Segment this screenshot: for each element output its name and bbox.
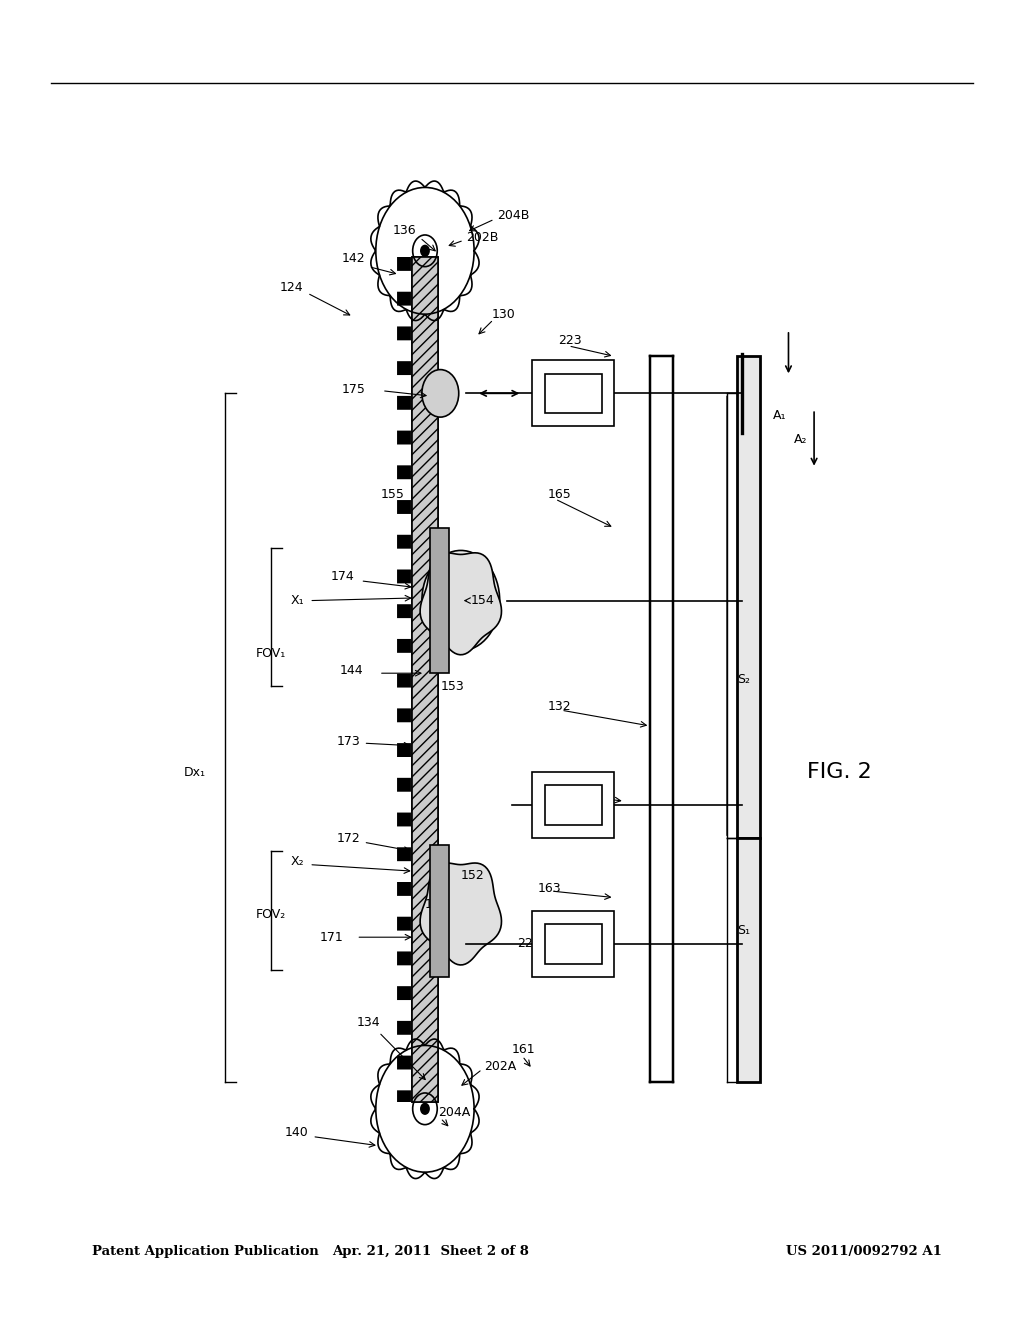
Bar (545, 374, 602, 413)
Text: A₁: A₁ (773, 409, 786, 422)
Text: 140: 140 (285, 1126, 309, 1139)
Circle shape (422, 370, 459, 417)
Polygon shape (420, 553, 502, 655)
Text: S₂: S₂ (737, 673, 751, 686)
Text: 202A: 202A (484, 1060, 516, 1073)
Text: Dx₁: Dx₁ (183, 766, 206, 779)
Text: 172: 172 (336, 832, 360, 845)
Text: 221: 221 (517, 937, 541, 950)
Text: 223: 223 (558, 334, 582, 347)
Circle shape (421, 1104, 429, 1114)
Text: Patent Application Publication: Patent Application Publication (92, 1245, 318, 1258)
Text: S₁: S₁ (737, 924, 751, 937)
Bar (412, 257, 438, 1102)
Bar (532, 911, 614, 977)
Polygon shape (420, 863, 502, 965)
Bar (532, 772, 614, 838)
Text: 154: 154 (471, 594, 495, 607)
Circle shape (422, 550, 500, 651)
Text: 161: 161 (512, 1043, 536, 1056)
Text: 130: 130 (492, 308, 515, 321)
Text: 136: 136 (392, 224, 417, 238)
Circle shape (421, 246, 429, 256)
Text: 204A: 204A (438, 1106, 470, 1119)
Text: 165: 165 (548, 488, 571, 502)
Text: 171: 171 (319, 931, 343, 944)
Text: FIG. 2: FIG. 2 (807, 762, 872, 783)
Bar (545, 785, 602, 825)
Bar (737, 838, 760, 1082)
Text: 173: 173 (336, 735, 360, 748)
Text: 204B: 204B (497, 209, 529, 222)
Text: 142: 142 (341, 252, 366, 265)
Text: 132: 132 (548, 700, 571, 713)
Text: 174: 174 (331, 570, 355, 583)
Text: 163: 163 (538, 882, 561, 895)
Text: 155: 155 (381, 488, 404, 502)
Text: FOV₁: FOV₁ (256, 647, 287, 660)
Text: A₂: A₂ (794, 433, 807, 446)
Bar (545, 924, 602, 964)
Text: 152: 152 (461, 869, 484, 882)
Text: 151: 151 (425, 898, 449, 911)
Bar (430, 845, 449, 977)
Bar (430, 528, 449, 673)
Text: 144: 144 (340, 664, 364, 677)
Text: 222: 222 (532, 783, 556, 796)
Text: 175: 175 (342, 383, 366, 396)
Text: FOV₂: FOV₂ (256, 908, 287, 921)
Bar (532, 360, 614, 426)
Text: US 2011/0092792 A1: US 2011/0092792 A1 (786, 1245, 942, 1258)
Text: X₂: X₂ (290, 855, 304, 869)
Text: 124: 124 (280, 281, 304, 294)
Bar (737, 356, 760, 838)
Text: 153: 153 (440, 680, 464, 693)
Text: X₁: X₁ (290, 594, 304, 607)
Text: 202B: 202B (466, 231, 499, 244)
Text: Apr. 21, 2011  Sheet 2 of 8: Apr. 21, 2011 Sheet 2 of 8 (332, 1245, 528, 1258)
Text: 134: 134 (356, 1016, 381, 1030)
